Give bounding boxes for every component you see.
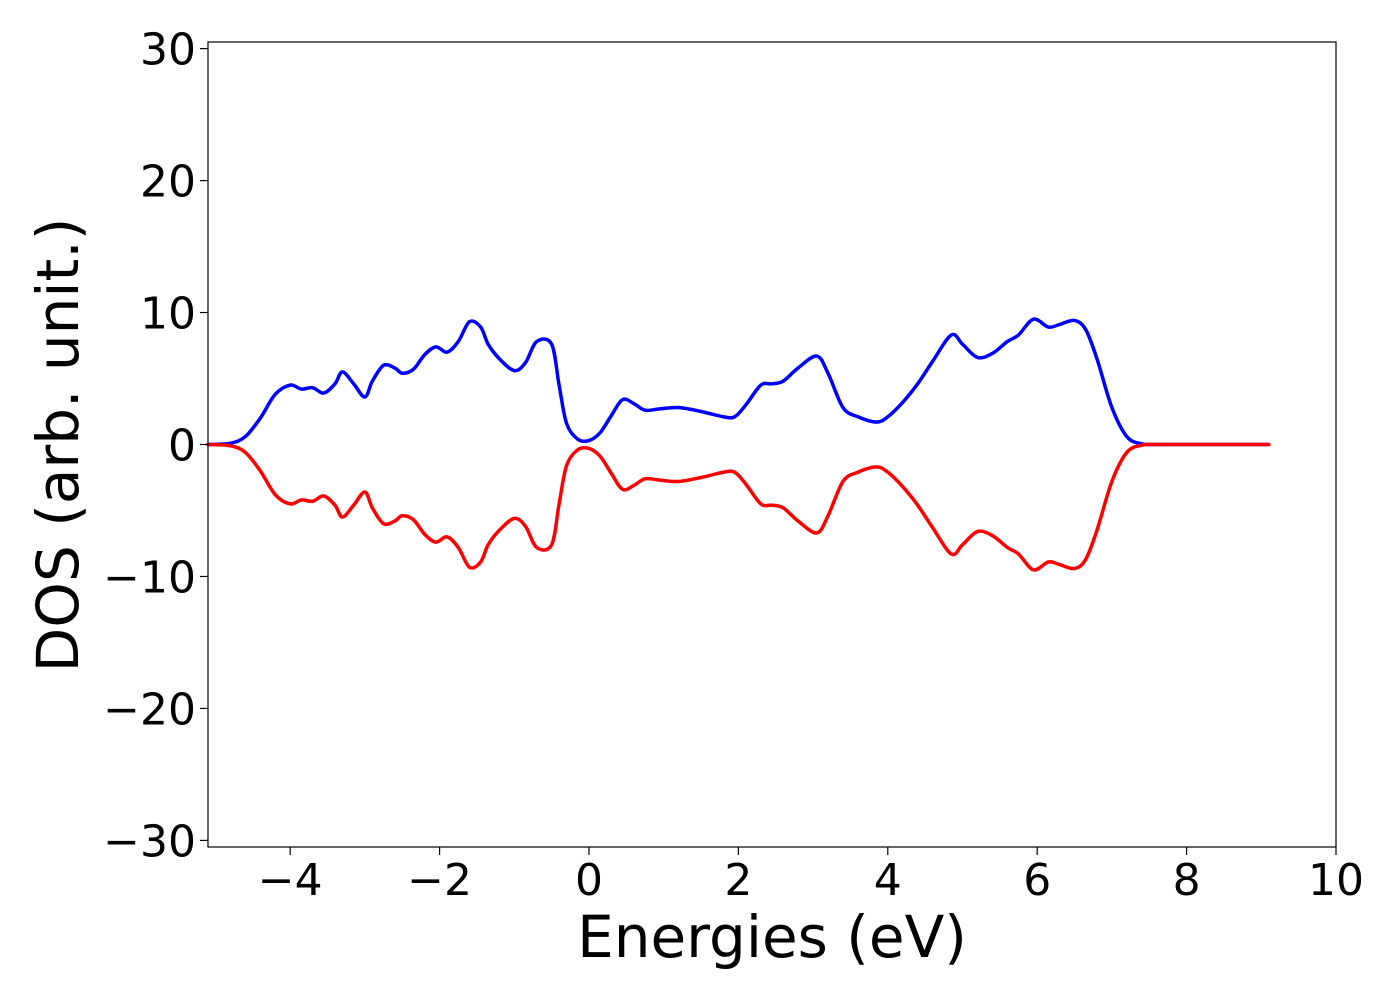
x-axis-label: Energies (eV) (577, 903, 967, 971)
x-tick-label: 8 (1173, 855, 1201, 906)
y-tick-label: 0 (168, 421, 196, 472)
y-axis-label: DOS (arb. unit.) (24, 218, 92, 673)
plot-frame (207, 41, 1337, 848)
x-tick-label: 6 (1023, 855, 1051, 906)
y-tick-label: −10 (103, 552, 196, 603)
y-tick-label: −30 (103, 816, 196, 867)
series-line-spin-up (206, 317, 1271, 447)
x-tick-label: −2 (407, 855, 472, 906)
y-tick-label: 30 (140, 25, 196, 76)
x-tick-label: −4 (258, 855, 323, 906)
x-tick-label: 2 (724, 855, 752, 906)
series-layer (206, 317, 1271, 572)
y-tick-label: 20 (140, 157, 196, 208)
series-line-spin-down (206, 442, 1271, 572)
y-tick-label: 10 (140, 289, 196, 340)
y-tick-label: −20 (103, 684, 196, 735)
x-tick-label: 4 (874, 855, 902, 906)
x-tick-label: 0 (575, 855, 603, 906)
x-tick-label: 10 (1308, 855, 1364, 906)
